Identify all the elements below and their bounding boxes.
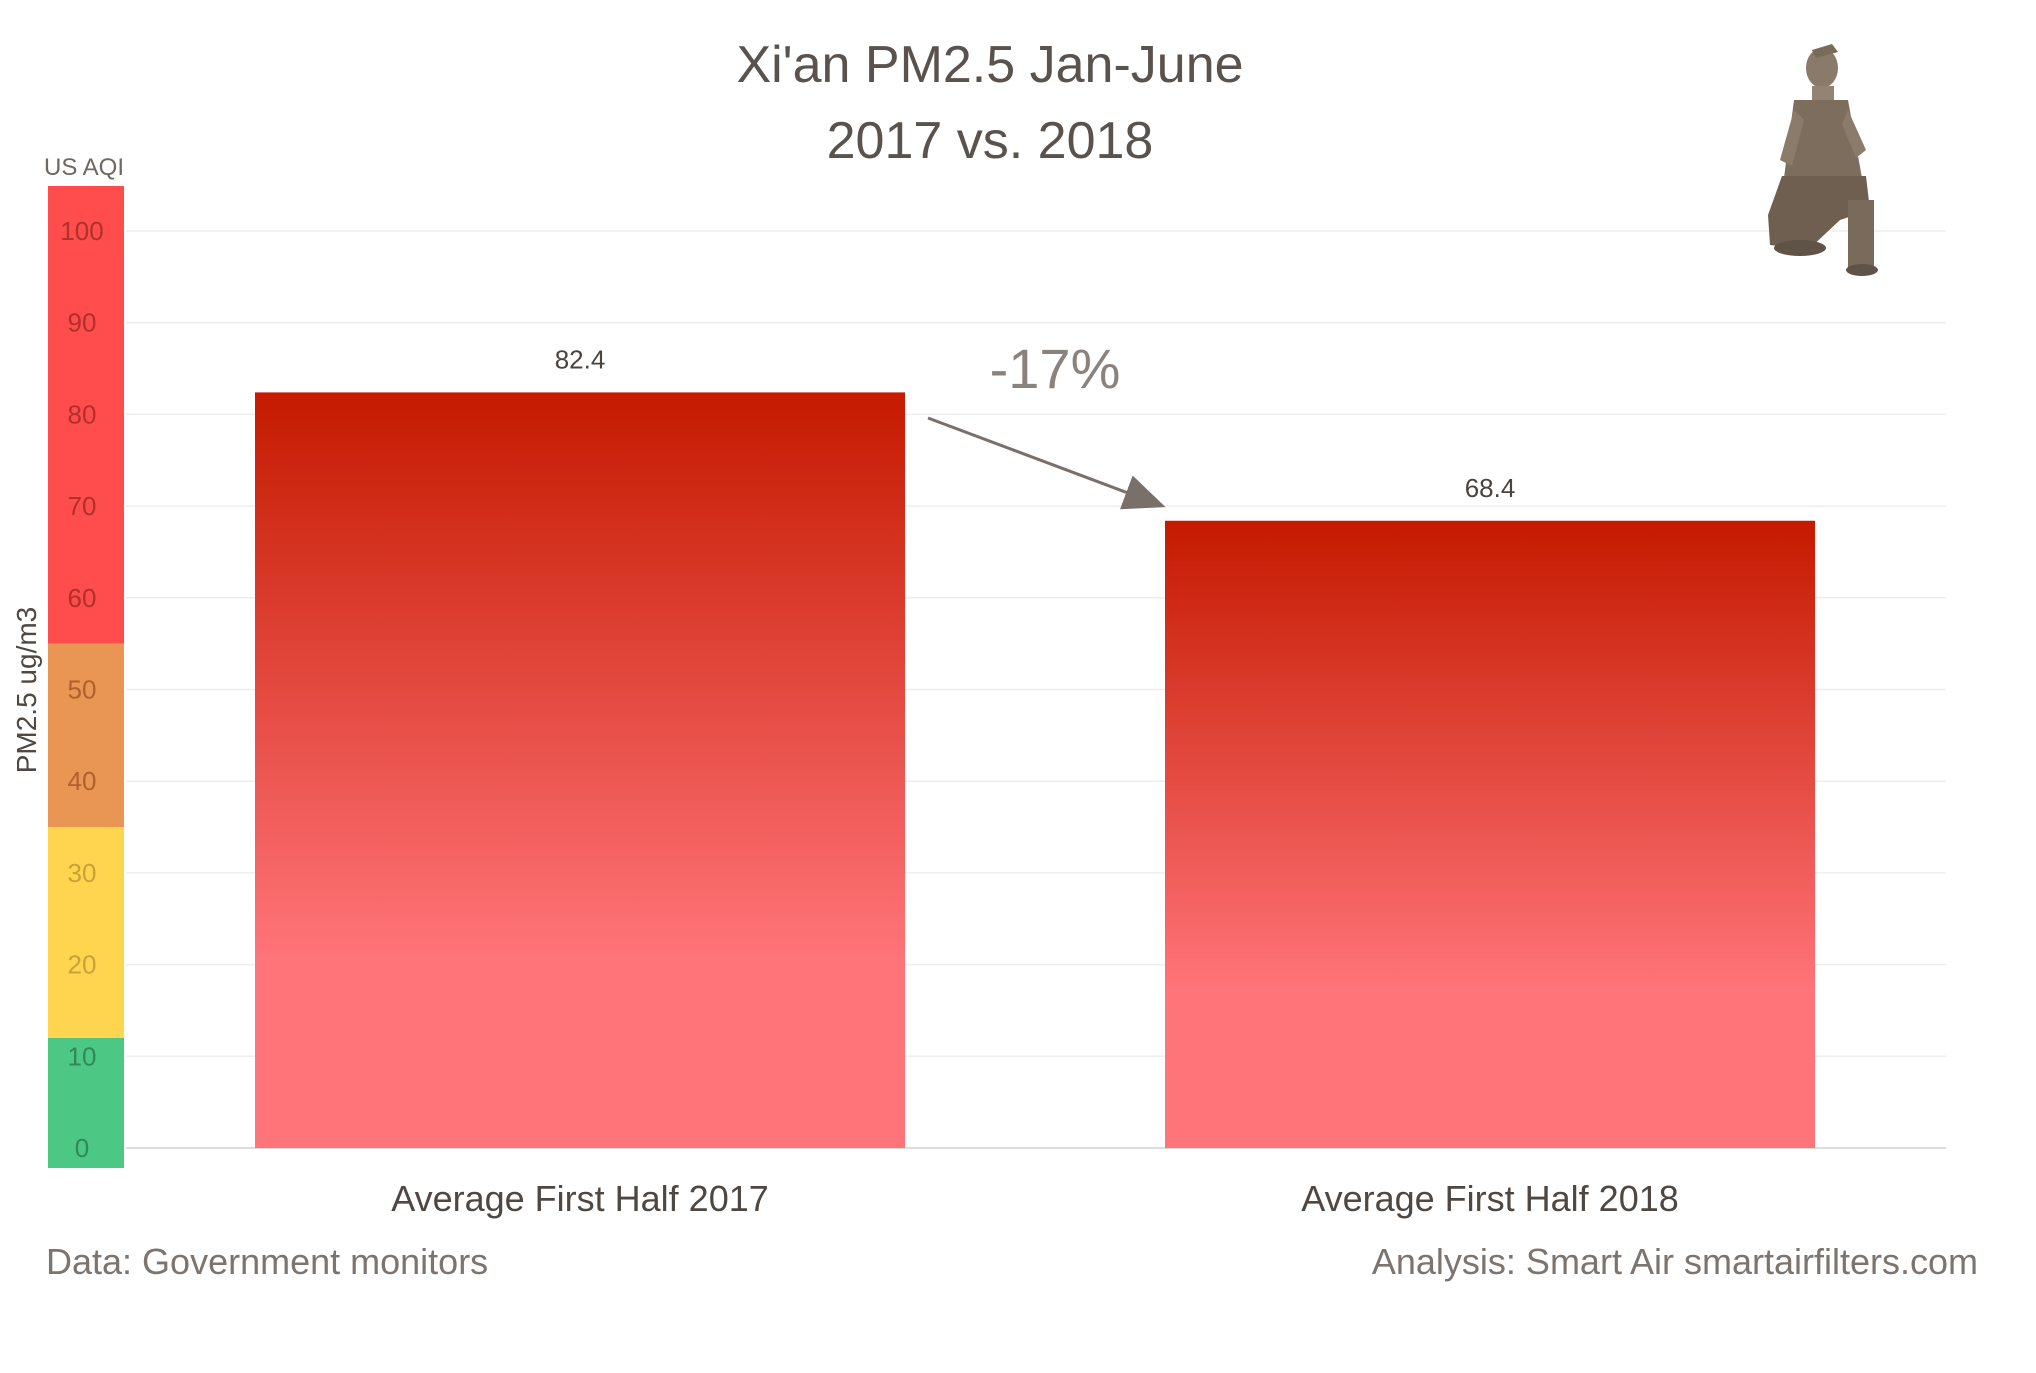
y-tick-labels: 0 10 20 30 40 50 60 70 80 90 100 (60, 216, 103, 1163)
aqi-band-1 (48, 827, 124, 1038)
change-percent-label: -17% (990, 337, 1121, 400)
aqi-band-3 (48, 186, 124, 644)
y-tick-label: 90 (68, 308, 97, 338)
bar-1 (1165, 520, 1815, 1148)
aqi-band-strip (48, 186, 124, 1168)
bar-data-label-0: 82.4 (555, 344, 606, 374)
x-category-labels: Average First Half 2017 Average First Hal… (391, 1178, 1679, 1219)
bar-series: 82.4 68.4 (255, 344, 1815, 1149)
x-category-label-0: Average First Half 2017 (391, 1178, 769, 1219)
y-tick-label: 0 (75, 1133, 89, 1163)
bar-0 (255, 392, 905, 1149)
aqi-band-2 (48, 643, 124, 828)
aqi-band-0 (48, 1037, 124, 1168)
y-tick-label: 70 (68, 491, 97, 521)
y-tick-label: 100 (60, 216, 103, 246)
chart-title-line2: 2017 vs. 2018 (827, 112, 1154, 170)
y-tick-label: 40 (68, 766, 97, 796)
y-tick-label: 60 (68, 583, 97, 613)
y-tick-label: 50 (68, 675, 97, 705)
x-category-label-1: Average First Half 2018 (1301, 1178, 1679, 1219)
change-arrow (927, 416, 1166, 510)
aqi-band-label: US AQI (44, 154, 124, 181)
y-axis-label: PM2.5 ug/m3 (11, 607, 42, 774)
data-source-note: Data: Government monitors (46, 1241, 488, 1282)
terracotta-warrior-icon (1768, 44, 1878, 276)
y-tick-label: 80 (68, 399, 97, 429)
analysis-credit-note: Analysis: Smart Air smartairfilters.com (1372, 1241, 1978, 1282)
y-tick-label: 10 (68, 1041, 97, 1071)
y-tick-label: 20 (68, 950, 97, 980)
chart-title-line1: Xi'an PM2.5 Jan-June (736, 36, 1243, 94)
y-tick-label: 30 (68, 858, 97, 888)
bar-data-label-1: 68.4 (1465, 473, 1516, 503)
